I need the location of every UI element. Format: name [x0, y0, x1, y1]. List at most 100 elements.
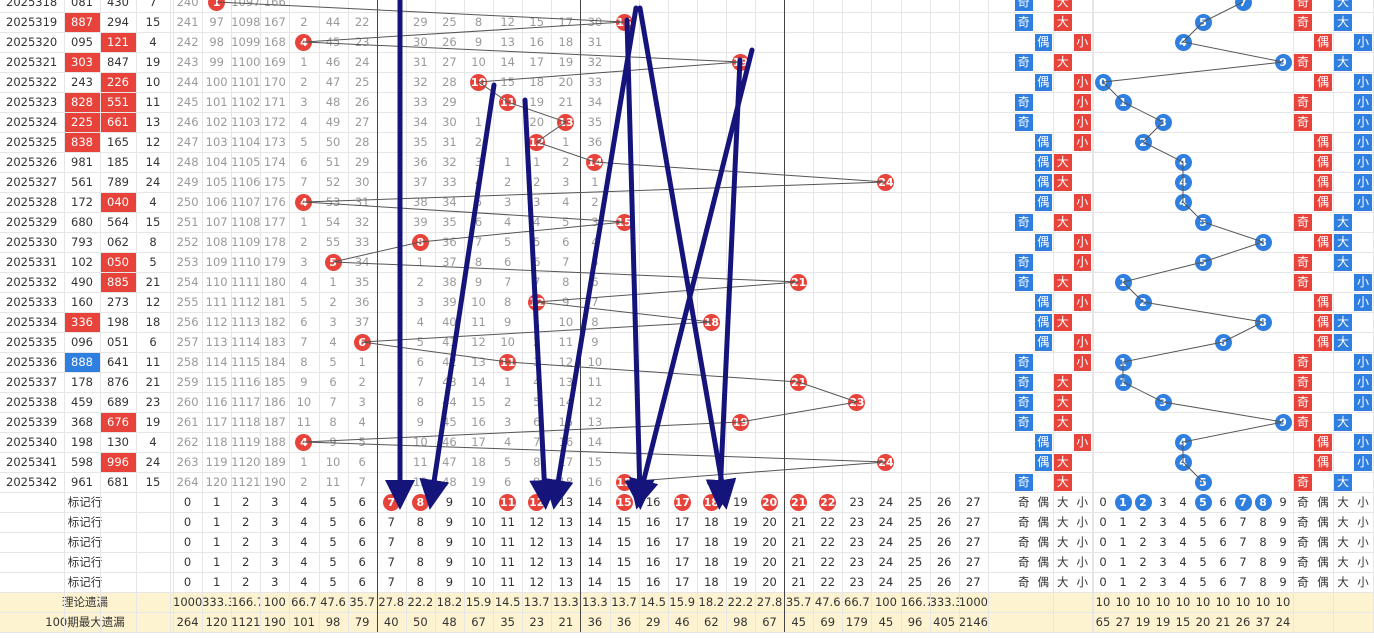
- sum-value: 5: [149, 255, 157, 269]
- mark-oe-bs: 奇: [1018, 515, 1030, 529]
- miss-cell: 4: [300, 275, 308, 289]
- miss-cell: 2: [300, 235, 308, 249]
- miss-cell: 248: [176, 155, 199, 169]
- tail-odd-tag: 奇: [1294, 113, 1312, 131]
- issue-number: 2025342: [6, 475, 58, 489]
- mark-number: 10: [471, 555, 486, 569]
- miss-cell: 7: [300, 335, 308, 349]
- mark-oe-bs: 大: [1057, 555, 1069, 569]
- miss-cell: 11: [471, 315, 486, 329]
- draw-number-alt: 165: [107, 135, 129, 149]
- odd-tag: 奇: [1015, 393, 1033, 411]
- miss-cell: 1113: [231, 315, 261, 329]
- max-miss-value: 179: [845, 615, 868, 629]
- miss-cell: 10: [325, 455, 341, 469]
- miss-cell: 1114: [231, 335, 261, 349]
- mark-oe-bs: 大: [1057, 575, 1069, 589]
- mark-tail-oe-bs: 偶: [1317, 575, 1329, 589]
- miss-cell: 9: [562, 295, 570, 309]
- miss-cell: 255: [176, 295, 199, 309]
- miss-cell: 1102: [231, 95, 261, 109]
- big-tag: 大: [1054, 413, 1072, 431]
- draw-number-alt: 226: [100, 72, 136, 92]
- draw-number-alt: 062: [107, 235, 129, 249]
- column-divider: [405, 0, 407, 632]
- mark-number: 10: [471, 535, 486, 549]
- miss-cell: 54: [325, 215, 341, 229]
- miss-cell: 188: [263, 435, 286, 449]
- theory-miss-tail: 10: [1195, 595, 1211, 609]
- miss-cell: 18: [558, 35, 574, 49]
- theory-miss-value: 66.7: [844, 595, 870, 609]
- even-tag: 偶: [1034, 73, 1052, 91]
- small-tag: 小: [1073, 353, 1091, 371]
- mark-tail-oe-bs: 奇: [1297, 575, 1309, 589]
- draw-number-alt: 130: [107, 435, 129, 449]
- mark-number: 19: [733, 555, 748, 569]
- row-divider: [0, 112, 1374, 113]
- miss-cell: 33: [442, 175, 457, 189]
- mark-number: 9: [445, 535, 454, 549]
- miss-cell: 26: [442, 35, 457, 49]
- row-divider: [0, 492, 1374, 493]
- mark-oe-bs: 小: [1076, 535, 1089, 549]
- max-miss-tail: 26: [1235, 615, 1251, 629]
- mark-number: 18: [704, 555, 719, 569]
- theory-miss-value: 100: [263, 595, 286, 609]
- column-divider: [958, 0, 960, 632]
- theory-miss-value: 47.6: [320, 595, 346, 609]
- mark-number: 2: [242, 515, 250, 529]
- mark-number: 23: [849, 575, 865, 589]
- miss-cell: 253: [176, 255, 199, 269]
- mark-oe-bs: 大: [1057, 495, 1069, 509]
- mark-number: 6: [358, 515, 366, 529]
- mark-number: 23: [849, 515, 865, 529]
- miss-cell: 3: [533, 195, 541, 209]
- sum-value: 7: [149, 0, 157, 9]
- miss-cell: 262: [176, 435, 199, 449]
- mark-number: 20: [762, 555, 777, 569]
- row-divider: [0, 12, 1374, 13]
- mark-number: 4: [300, 555, 308, 569]
- mark-tail-oe-bs: 偶: [1317, 495, 1329, 509]
- draw-number-alt: 185: [107, 155, 129, 169]
- theory-miss-value: 22.2: [727, 595, 754, 609]
- mark-tail-oe-bs: 大: [1337, 555, 1349, 569]
- draw-number: 303: [64, 52, 100, 72]
- miss-cell: 4: [533, 375, 541, 389]
- mark-tail: 6: [1219, 495, 1227, 509]
- mark-tail: 0: [1099, 515, 1107, 529]
- miss-cell: 6: [503, 255, 512, 269]
- column-divider: [1093, 0, 1094, 632]
- draw-number: 368: [71, 415, 93, 429]
- theory-miss-value: 18.2: [436, 595, 463, 609]
- miss-cell: 21: [558, 95, 574, 109]
- miss-cell: 1: [474, 115, 483, 129]
- draw-number: 160: [71, 295, 93, 309]
- tail-even-tag: 偶: [1314, 333, 1332, 351]
- miss-cell: 8: [300, 355, 308, 369]
- theory-miss-value: 13.7: [523, 595, 550, 609]
- mark-tail-oe-bs: 小: [1357, 495, 1369, 509]
- tail-even-tag: 偶: [1314, 293, 1332, 311]
- row-divider: [0, 92, 1374, 93]
- mark-number: 27: [965, 515, 981, 529]
- draw-number: 081: [71, 0, 93, 9]
- draw-number: 336: [64, 312, 100, 332]
- miss-cell: 260: [176, 395, 199, 409]
- miss-cell: 28: [442, 75, 457, 89]
- miss-cell: 171: [263, 95, 286, 109]
- mark-oe-bs: 小: [1076, 575, 1089, 589]
- miss-cell: 4: [503, 215, 512, 229]
- small-tag: 小: [1073, 233, 1091, 251]
- column-divider: [434, 0, 436, 632]
- mark-number: 27: [965, 535, 981, 549]
- miss-cell: 34: [413, 115, 428, 129]
- mark-number: 16: [645, 575, 661, 589]
- miss-cell: 251: [176, 215, 199, 229]
- small-tag: 小: [1073, 433, 1091, 451]
- mark-tail: 3: [1159, 515, 1167, 529]
- miss-cell: 254: [176, 275, 199, 289]
- miss-cell: 6: [329, 375, 337, 389]
- theory-miss-value: 27.8: [756, 595, 783, 609]
